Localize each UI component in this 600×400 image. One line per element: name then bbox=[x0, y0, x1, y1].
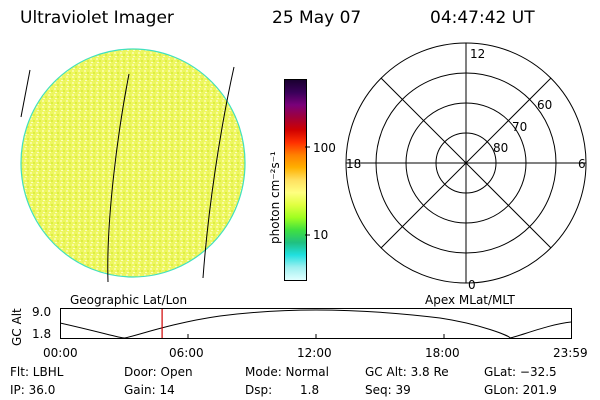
latitude-label-60: 60 bbox=[537, 98, 553, 112]
longitude-line bbox=[202, 66, 235, 279]
instrument-title: Ultraviolet Imager bbox=[20, 8, 174, 28]
timeline-axis-label: GC Alt bbox=[10, 308, 24, 346]
ip-info: IP: 36.0 bbox=[10, 383, 56, 397]
timeline-y-tick: 9.0 bbox=[32, 305, 52, 319]
longitude-line bbox=[107, 73, 130, 283]
colorbar bbox=[284, 79, 307, 281]
gain-info: Gain: 14 bbox=[124, 383, 175, 397]
timeline-plot bbox=[60, 308, 572, 339]
timeline-y-tick: 1.8 bbox=[32, 327, 52, 341]
timeline-x-tick: 06:00 bbox=[169, 346, 204, 360]
clock-label-18: 18 bbox=[346, 157, 362, 171]
time-label: 04:47:42 UT bbox=[430, 8, 535, 28]
clock-label-6: 6 bbox=[578, 157, 586, 171]
latitude-label-70: 70 bbox=[512, 120, 528, 134]
longitude-line bbox=[20, 69, 31, 118]
timeline-x-tick: 23:59 bbox=[553, 346, 588, 360]
glat-info: GLat: −32.5 bbox=[484, 365, 557, 379]
colorbar-tick-label: 100 bbox=[313, 141, 336, 155]
dsp-value: 1.8 bbox=[300, 383, 320, 397]
timeline-x-tick: 18:00 bbox=[425, 346, 460, 360]
latitude-label-80: 80 bbox=[493, 141, 509, 155]
gc-alt-info: GC Alt: 3.8 Re bbox=[365, 365, 449, 379]
seq-info: Seq: 39 bbox=[365, 383, 411, 397]
clock-label-12: 12 bbox=[470, 47, 486, 61]
mode-info: Mode: Normal bbox=[245, 365, 329, 379]
timeline-x-tick: 12:00 bbox=[297, 346, 332, 360]
date-label: 25 May 07 bbox=[272, 8, 362, 28]
filter-info: Flt: LBHL bbox=[10, 365, 64, 379]
glon-info: GLon: 201.9 bbox=[484, 383, 557, 397]
polar-grid bbox=[345, 42, 587, 284]
clock-label-0: 0 bbox=[468, 278, 476, 292]
earth-disk bbox=[20, 48, 246, 278]
colorbar-ticks bbox=[305, 146, 310, 236]
altitude-curve bbox=[60, 309, 572, 339]
geographic-label: Geographic Lat/Lon bbox=[70, 293, 188, 307]
polar-diagonal bbox=[380, 77, 552, 249]
apex-label: Apex MLat/MLT bbox=[425, 293, 515, 307]
dsp-label: Dsp: bbox=[245, 383, 273, 397]
colorbar-tick-label: 10 bbox=[313, 228, 329, 242]
uv-image-panel bbox=[20, 48, 246, 283]
timeline-x-tick: 00:00 bbox=[43, 346, 78, 360]
door-info: Door: Open bbox=[124, 365, 193, 379]
